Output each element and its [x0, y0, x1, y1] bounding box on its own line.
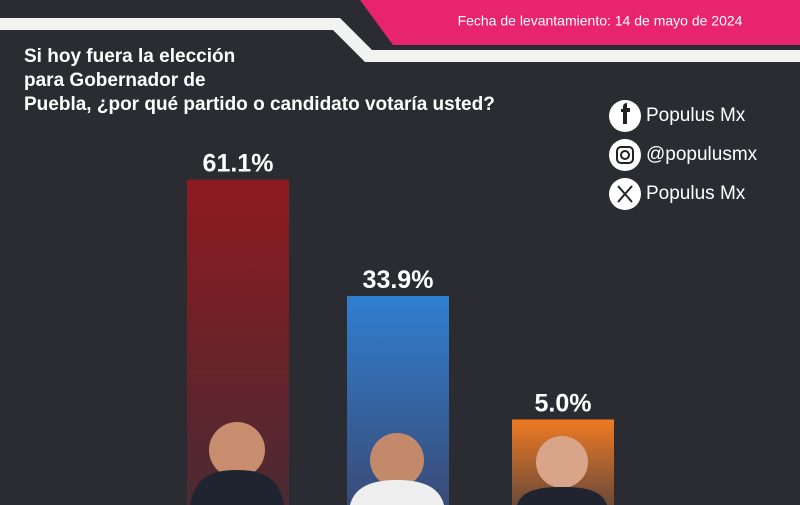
social-label: Populus Mx: [646, 105, 746, 126]
social-label: @populusmx: [646, 144, 758, 165]
social-icons: [609, 100, 641, 210]
chart-title: Si hoy fuera la elección para Gobernador …: [24, 46, 495, 115]
subtitle: Fecha de levantamiento: 14 de mayo de 20…: [458, 13, 743, 29]
social-label: Populus Mx: [646, 183, 746, 204]
stripe: [0, 18, 800, 62]
value-label: 5.0%: [535, 390, 592, 418]
value-label: 33.9%: [363, 266, 434, 294]
value-label: 61.1%: [203, 150, 274, 178]
banner: [360, 0, 800, 45]
photos: [190, 422, 607, 505]
